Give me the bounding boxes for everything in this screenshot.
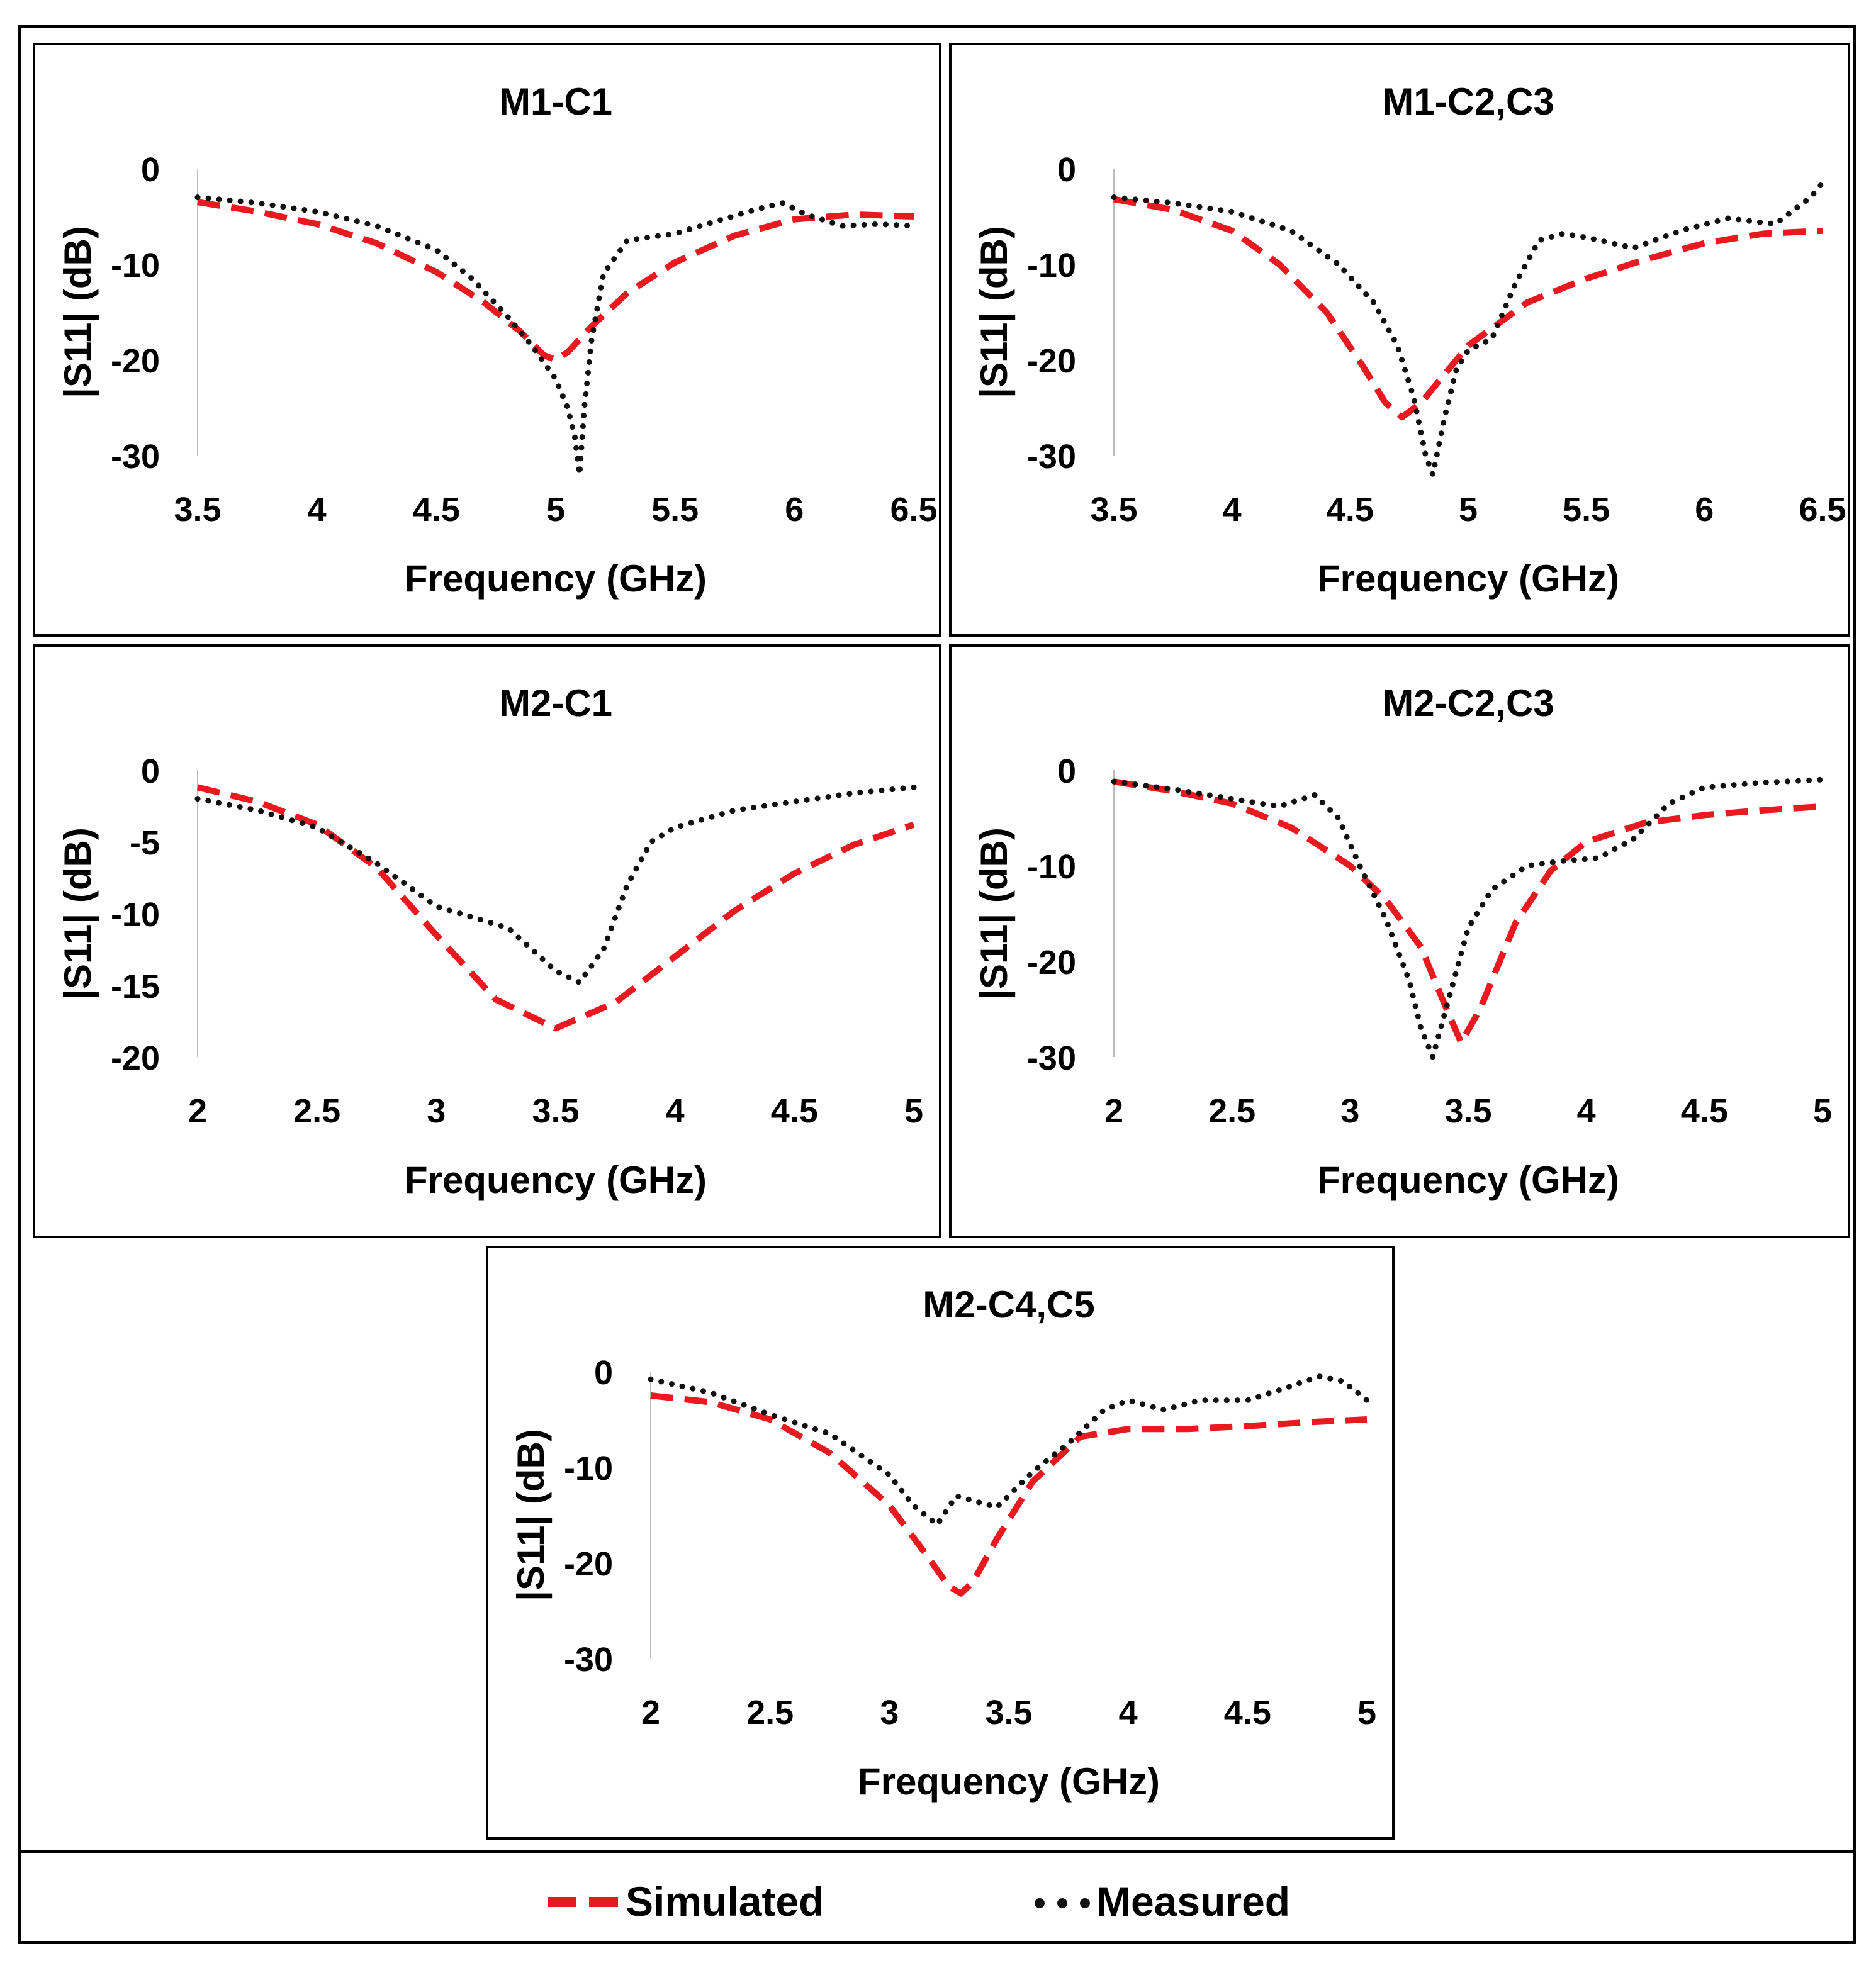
y-axis-label: |S11| (dB) [57, 226, 99, 398]
figure-frame [18, 25, 1856, 1944]
y-tick-label: -30 [1027, 438, 1076, 476]
chart-panel-m2-c4-c5: M2-C4,C5 0 -10 -20 -30 2 2.5 3 3.5 4 4.5 5 Frequency… [486, 1246, 1395, 1840]
y-tick-label: -20 [111, 342, 160, 380]
y-tick-label: -10 [564, 1450, 613, 1487]
y-tick-label: -10 [111, 896, 160, 934]
chart-title: M1-C2,C3 [1382, 81, 1554, 123]
series-line-measured [194, 784, 917, 985]
x-tick-label: 3 [427, 1092, 446, 1130]
y-axis-label: |S11| (dB) [510, 1429, 553, 1601]
x-tick-label: 5.5 [1563, 491, 1610, 528]
x-tick-label: 5 [546, 491, 565, 528]
x-tick-label: 3.5 [174, 491, 221, 528]
x-tick-label: 2 [188, 1092, 207, 1130]
series-line-simulated [197, 199, 914, 363]
y-axis-label: |S11| (dB) [973, 226, 1016, 398]
x-axis-label: Frequency (GHz) [858, 1760, 1160, 1803]
y-tick-label: -5 [130, 824, 160, 862]
x-tick-label: 3.5 [1444, 1092, 1491, 1130]
y-tick-label: -15 [111, 968, 160, 1005]
x-tick-label: 4.5 [1224, 1694, 1271, 1731]
y-tick-label: -20 [111, 1039, 160, 1077]
y-tick-label: 0 [1057, 151, 1076, 189]
legend-divider [18, 1850, 1856, 1853]
x-tick-label: 3.5 [1090, 491, 1137, 528]
y-tick-label: -30 [1027, 1039, 1076, 1077]
x-tick-label: 4 [1577, 1092, 1596, 1130]
x-tick-label: 4 [666, 1092, 685, 1130]
y-tick-label: -10 [1027, 848, 1076, 886]
y-tick-label: 0 [1057, 752, 1076, 790]
y-tick-label: 0 [594, 1354, 613, 1392]
x-tick-label: 5.5 [651, 491, 699, 528]
series-line-measured [1111, 180, 1826, 478]
chart-svg: M2-C1 0 -5 -10 -15 -20 2 2.5 3 3.5 4 4.5 5 Frequency … [57, 682, 923, 1201]
x-tick-label: 4.5 [1327, 491, 1374, 528]
y-axis-label: |S11| (dB) [973, 827, 1016, 1000]
x-tick-label: 3 [1340, 1092, 1359, 1130]
x-tick-label: 5 [1813, 1092, 1832, 1130]
y-tick-label: -30 [111, 438, 160, 476]
chart-panel-m2-c1: M2-C1 0 -5 -10 -15 -20 2 2.5 3 3.5 4 4.5 5 Frequency … [33, 644, 941, 1238]
x-tick-label: 5 [1357, 1694, 1376, 1731]
x-tick-label: 6.5 [1799, 491, 1846, 528]
chart-title: M2-C1 [499, 682, 612, 724]
x-tick-label: 4 [1119, 1694, 1138, 1731]
chart-svg: M1-C2,C3 0 -10 -20 -30 3.5 4 4.5 5 5.5 6 6.5 Frequen… [973, 81, 1846, 600]
x-tick-label: 2 [641, 1694, 660, 1731]
series-line-measured [194, 194, 917, 478]
x-axis-label: Frequency (GHz) [1317, 557, 1619, 600]
series-line-measured [648, 1373, 1370, 1528]
series-line-simulated [1113, 196, 1823, 421]
y-tick-label: -10 [111, 247, 160, 284]
x-axis-label: Frequency (GHz) [405, 1159, 707, 1201]
x-tick-label: 4 [308, 491, 327, 528]
chart-svg: M1-C1 0 -10 -20 -30 3.5 4 4.5 5 5.5 6 6.5 Frequency … [57, 81, 938, 600]
x-tick-label: 3.5 [985, 1694, 1032, 1731]
x-tick-label: 4 [1223, 491, 1242, 528]
x-tick-label: 6 [785, 491, 804, 528]
x-tick-label: 4.5 [413, 491, 460, 528]
x-tick-label: 3.5 [532, 1092, 579, 1130]
x-axis-label: Frequency (GHz) [1317, 1159, 1619, 1201]
x-tick-label: 6.5 [890, 491, 937, 528]
y-tick-label: -20 [564, 1545, 613, 1583]
x-tick-label: 2 [1104, 1092, 1123, 1130]
y-tick-label: -20 [1027, 944, 1076, 982]
x-tick-label: 4.5 [771, 1092, 818, 1130]
legend-measured-swatch [1035, 1898, 1090, 1908]
series-line-simulated [1113, 778, 1823, 1046]
x-tick-label: 5 [1459, 491, 1478, 528]
chart-svg: M2-C4,C5 0 -10 -20 -30 2 2.5 3 3.5 4 4.5 5 Frequency… [510, 1284, 1376, 1803]
legend-measured-label: Measured [1096, 1878, 1290, 1925]
x-tick-label: 2.5 [746, 1694, 794, 1731]
chart-panel-m2-c2-c3: M2-C2,C3 0 -10 -20 -30 2 2.5 3 3.5 4 4.5 5 Frequency… [949, 644, 1850, 1238]
legend-simulated-label: Simulated [626, 1878, 824, 1925]
chart-panel-m1-c2-c3: M1-C2,C3 0 -10 -20 -30 3.5 4 4.5 5 5.5 6 6.5 Frequen… [949, 43, 1850, 637]
x-tick-label: 2.5 [1208, 1092, 1255, 1130]
y-tick-label: -20 [1027, 342, 1076, 380]
x-axis-label: Frequency (GHz) [405, 557, 707, 600]
chart-panel-m1-c1: M1-C1 0 -10 -20 -30 3.5 4 4.5 5 5.5 6 6.5 Frequency … [33, 43, 941, 637]
y-axis-label: |S11| (dB) [57, 827, 99, 1000]
x-tick-label: 5 [904, 1092, 923, 1130]
y-tick-label: 0 [141, 752, 160, 790]
chart-svg: M2-C2,C3 0 -10 -20 -30 2 2.5 3 3.5 4 4.5 5 Frequency… [973, 682, 1832, 1201]
chart-title: M2-C4,C5 [923, 1284, 1094, 1326]
x-tick-label: 6 [1695, 491, 1714, 528]
chart-title: M1-C1 [499, 81, 612, 123]
series-line-simulated [196, 784, 915, 1032]
y-tick-label: -30 [564, 1641, 613, 1679]
chart-title: M2-C2,C3 [1382, 682, 1554, 724]
series-line-simulated [650, 1392, 1368, 1597]
x-tick-label: 2.5 [293, 1092, 340, 1130]
x-tick-label: 4.5 [1681, 1092, 1728, 1130]
legend: Simulated Measured [18, 1853, 1856, 1944]
series-line-measured [1111, 776, 1826, 1060]
y-tick-label: -10 [1027, 247, 1076, 284]
y-tick-label: 0 [141, 151, 160, 189]
x-tick-label: 3 [880, 1694, 899, 1731]
